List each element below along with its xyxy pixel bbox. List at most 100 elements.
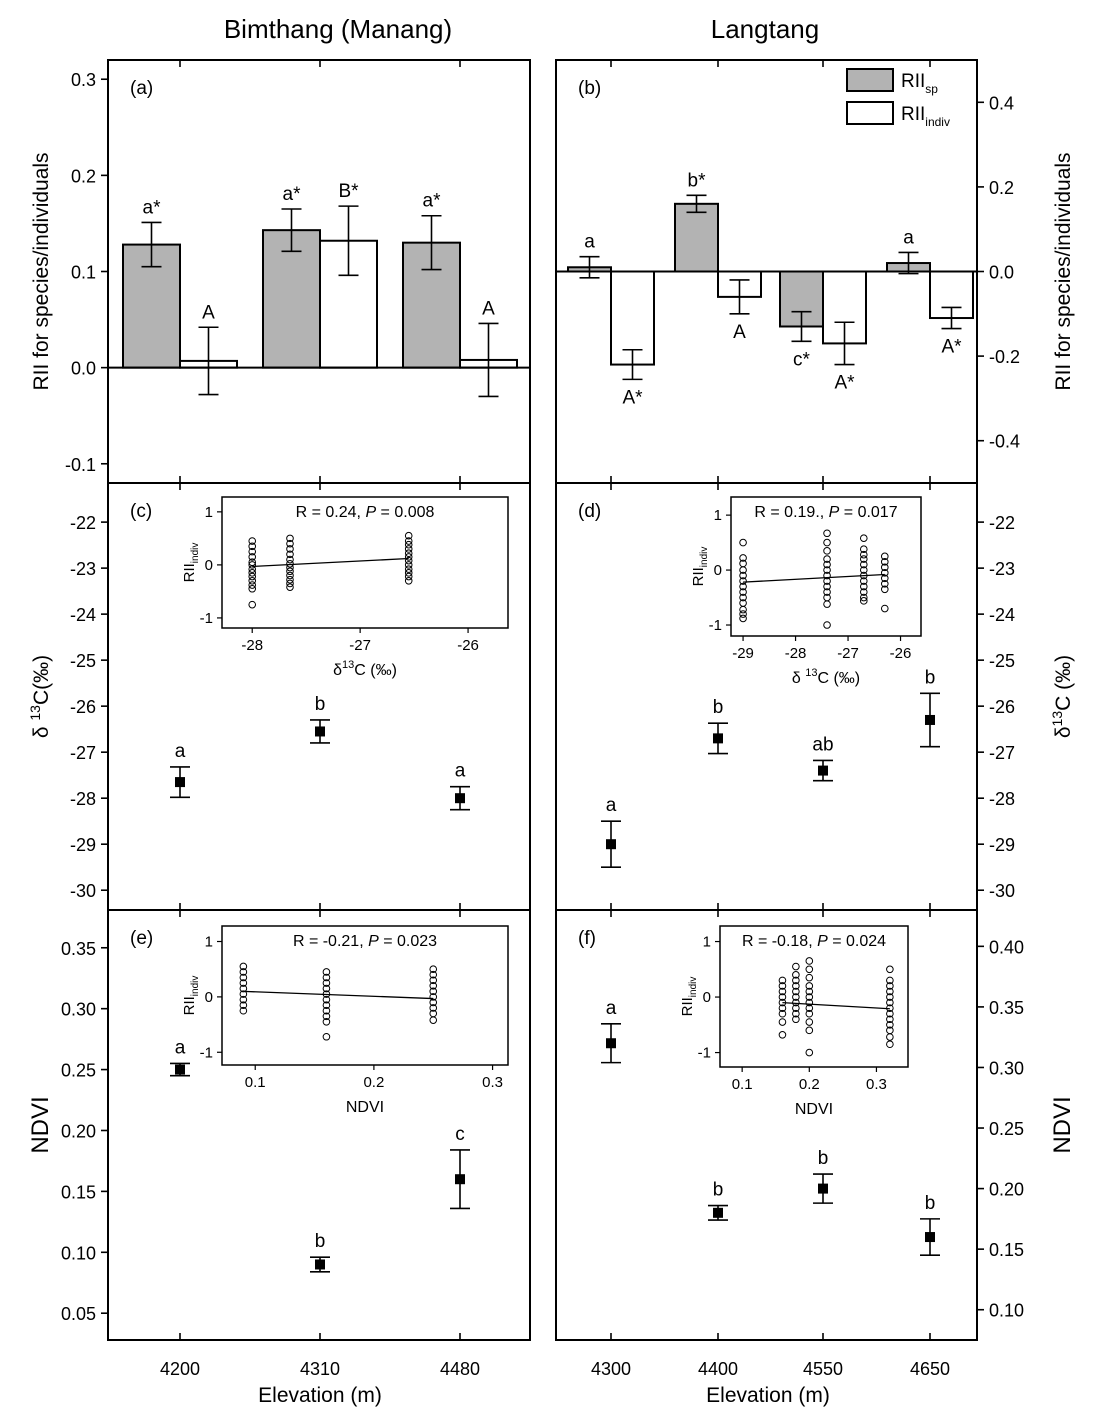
- inset-fit-line: [743, 573, 885, 583]
- inset-point: [286, 583, 294, 591]
- y-tick-label: -28: [989, 789, 1015, 809]
- y-axis-label-sup: 13: [1049, 711, 1065, 727]
- y-axis-label: NDVI: [1049, 1096, 1076, 1153]
- legend-main: RII: [901, 71, 925, 92]
- inset-point: [739, 538, 747, 547]
- inset-point: [322, 979, 331, 987]
- inset-y-tick-label: -1: [200, 1044, 213, 1061]
- y-tick-label: 0.20: [61, 1121, 96, 1141]
- inset-point: [286, 571, 294, 580]
- data-point: [455, 793, 465, 804]
- inset-point: [823, 621, 831, 629]
- inset-y-tick-label: 1: [714, 507, 722, 524]
- inset-point: [248, 561, 257, 569]
- inset-fit-line: [252, 557, 409, 568]
- inset-stat-p: = 0.023: [379, 933, 437, 950]
- inset-point: [778, 1031, 787, 1039]
- panel-label: (b): [578, 78, 601, 99]
- significance-letter: A*: [622, 387, 643, 408]
- inset-x-label-post: C (‰): [354, 662, 397, 679]
- significance-letter: b: [818, 1148, 829, 1169]
- significance-letter: a: [606, 998, 617, 1019]
- inset-point: [859, 550, 868, 559]
- data-point: [606, 839, 616, 850]
- inset-point: [739, 610, 747, 618]
- inset-point: [739, 582, 747, 591]
- y-axis-label: RII for species/individuals: [30, 152, 53, 390]
- inset-point: [792, 971, 800, 979]
- significance-letter: b: [315, 694, 326, 715]
- inset-point: [778, 982, 787, 990]
- y-tick-label: 0.20: [989, 1180, 1024, 1200]
- inset-point: [823, 560, 831, 569]
- inset-point: [859, 588, 868, 596]
- inset-x-tick-label: 0.2: [799, 1076, 820, 1093]
- inset-point: [404, 569, 413, 577]
- inset-x-tick-label: -28: [241, 637, 263, 654]
- panel-label: (a): [130, 78, 153, 99]
- data-point: [606, 1038, 616, 1049]
- inset-y-tick-label: 0: [714, 562, 722, 579]
- inset-point: [739, 593, 747, 602]
- y-tick-label: -29: [70, 835, 96, 855]
- inset-point: [248, 542, 257, 551]
- inset-point: [404, 556, 413, 565]
- inset-point: [322, 1001, 331, 1009]
- inset-x-label-pre: NDVI: [346, 1099, 384, 1116]
- y-tick-label: 0.30: [61, 1000, 96, 1020]
- inset-point: [404, 531, 413, 540]
- data-point: [175, 1064, 185, 1075]
- inset-point: [778, 987, 787, 996]
- y-tick-label: 0.30: [989, 1058, 1024, 1078]
- inset-y-label-main: RII: [181, 563, 198, 582]
- inset-point: [805, 1018, 814, 1026]
- inset-x-tick-label: -28: [785, 645, 807, 662]
- inset-point: [286, 545, 294, 553]
- inset-point: [792, 976, 800, 985]
- inset-point: [429, 998, 438, 1007]
- significance-letter: b: [713, 697, 724, 718]
- y-tick-label: -28: [70, 789, 96, 809]
- inset-y-label-sub: indiv: [688, 977, 699, 998]
- inset-x-tick-label: -26: [890, 645, 912, 662]
- inset-stat-p-italic: P: [817, 933, 828, 950]
- inset-y-label: RIIindiv: [181, 543, 201, 583]
- x-tick-label: 4550: [803, 1359, 843, 1379]
- inset-point: [739, 571, 747, 580]
- inset-x-label-pre: δ: [333, 662, 342, 679]
- inset-point: [239, 995, 248, 1004]
- x-tick-label: 4650: [910, 1359, 950, 1379]
- significance-letter: a*: [423, 191, 442, 212]
- data-point: [818, 1183, 828, 1194]
- significance-letter: B*: [338, 181, 359, 202]
- inset-point: [739, 577, 747, 585]
- inset-fit-line: [782, 1001, 890, 1010]
- inset-point: [880, 585, 889, 594]
- inset-y-tick-label: 1: [703, 934, 711, 951]
- inset-x-label-post: C (‰): [817, 670, 860, 687]
- y-tick-label: -23: [70, 559, 96, 579]
- inset-point: [886, 965, 894, 974]
- inset-x-tick-label: -26: [457, 637, 479, 654]
- inset-y-label-main: RII: [181, 996, 198, 1015]
- inset-point: [322, 973, 331, 982]
- inset-point: [823, 529, 831, 538]
- inset-point: [248, 576, 257, 585]
- y-tick-label: -26: [989, 697, 1015, 717]
- inset-point: [404, 545, 413, 553]
- inset-point: [739, 588, 747, 596]
- significance-letter: a: [606, 795, 617, 816]
- inset-point: [248, 537, 257, 545]
- inset-point: [739, 554, 747, 562]
- y-tick-label: 0.1: [71, 263, 96, 283]
- inset-point: [805, 1009, 814, 1018]
- inset-point: [404, 540, 413, 549]
- inset-point: [286, 539, 294, 548]
- inset-point: [429, 993, 438, 1001]
- significance-letter: b*: [688, 170, 707, 191]
- x-tick-label: 4310: [300, 1359, 340, 1379]
- inset-point: [886, 1009, 894, 1018]
- inset-stat-p-italic: P: [365, 504, 376, 521]
- inset-stat-p: = 0.024: [828, 933, 886, 950]
- inset-point: [429, 1016, 438, 1024]
